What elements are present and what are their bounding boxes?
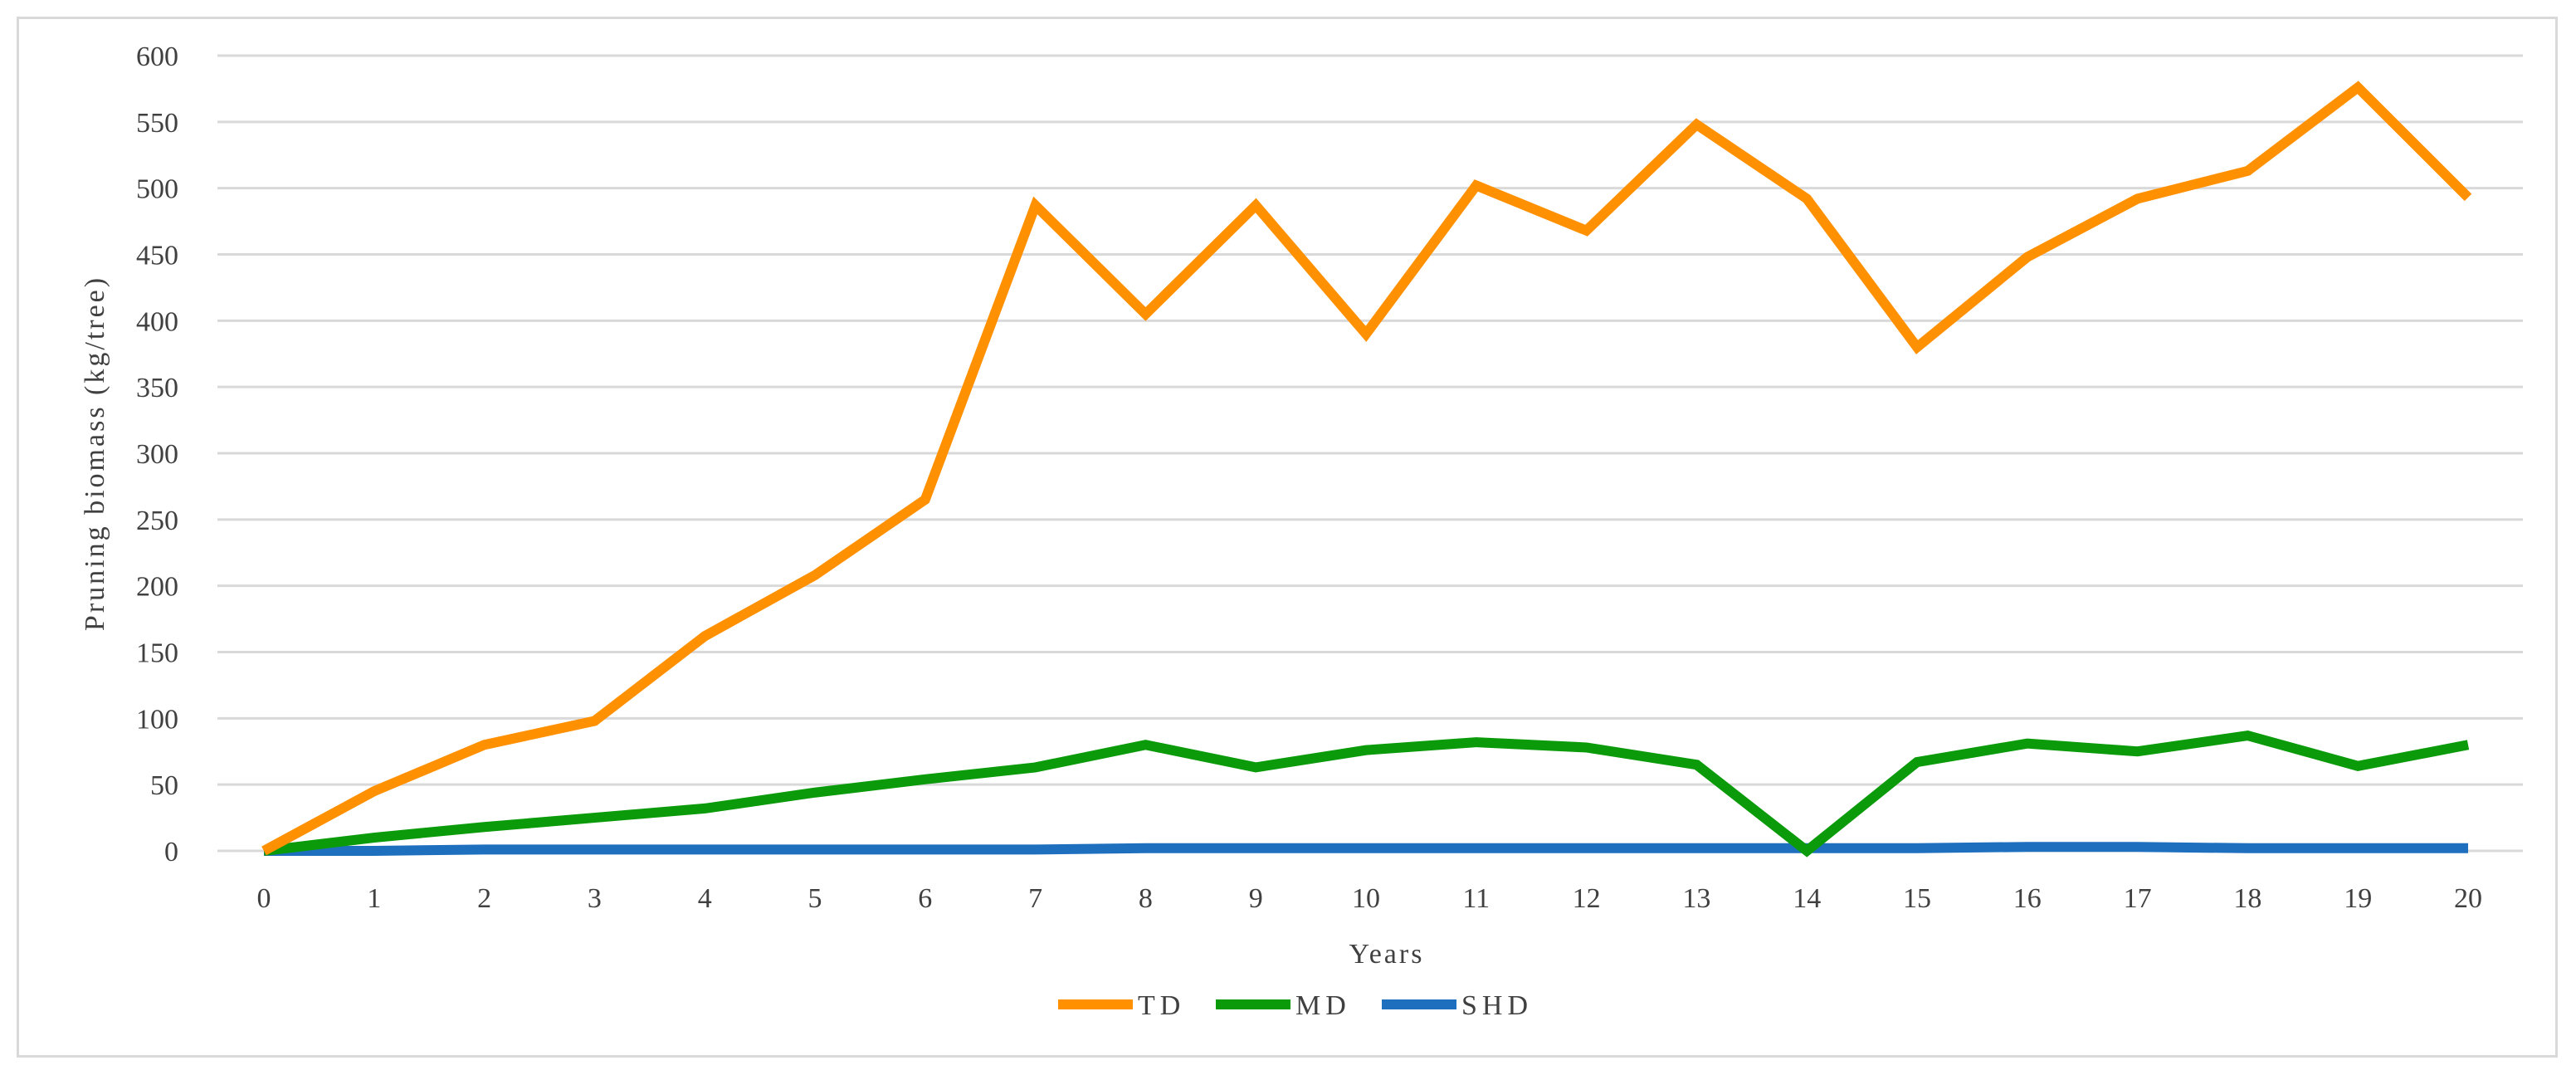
legend-label-td: TD [1138, 990, 1185, 1021]
x-tick-label: 11 [1462, 883, 1490, 914]
x-tick-label: 18 [2233, 883, 2261, 914]
y-tick-label: 150 [136, 638, 178, 669]
y-tick-label: 500 [136, 174, 178, 205]
x-tick-label: 1 [367, 883, 381, 914]
chart-frame [17, 17, 2558, 1058]
x-tick-label: 4 [698, 883, 712, 914]
series-line-shd [264, 842, 2468, 856]
series-line-td [261, 81, 2472, 856]
x-tick-label: 15 [1903, 883, 1931, 914]
y-tick-label: 600 [136, 42, 178, 72]
legend-label-shd: SHD [1461, 990, 1533, 1021]
x-tick-label: 5 [808, 883, 822, 914]
series-line-md [263, 730, 2470, 858]
x-axis-title: Years [1349, 939, 1425, 970]
x-tick-label: 2 [477, 883, 491, 914]
y-tick-label: 550 [136, 108, 178, 139]
x-tick-label: 3 [588, 883, 602, 914]
x-tick-label: 10 [1352, 883, 1380, 914]
series-lines [261, 81, 2472, 858]
x-tick-label: 6 [918, 883, 932, 914]
y-axis-ticks: 0 50 100 150 200 250 300 350 400 450 500 550 600 [136, 42, 178, 867]
y-tick-label: 450 [136, 241, 178, 271]
x-tick-label: 7 [1028, 883, 1042, 914]
y-axis-title: Pruning biomass (kg/tree) [80, 276, 110, 631]
y-tick-label: 50 [150, 770, 178, 801]
y-tick-label: 250 [136, 506, 178, 536]
x-tick-label: 13 [1682, 883, 1710, 914]
x-tick-label: 16 [2013, 883, 2042, 914]
y-tick-label: 200 [136, 572, 178, 603]
y-tick-label: 300 [136, 439, 178, 470]
x-tick-label: 9 [1249, 883, 1263, 914]
x-axis-ticks: 0 1 2 3 4 5 6 7 8 9 10 11 12 13 14 15 16 17 18 19 20 [257, 883, 2483, 914]
x-tick-label: 8 [1139, 883, 1153, 914]
legend: TD MD SHD [1058, 990, 1533, 1021]
x-tick-label: 17 [2124, 883, 2152, 914]
y-tick-label: 350 [136, 373, 178, 403]
x-tick-label: 0 [257, 883, 271, 914]
x-tick-label: 14 [1793, 883, 1821, 914]
y-tick-label: 400 [136, 306, 178, 337]
x-tick-label: 12 [1573, 883, 1601, 914]
x-tick-label: 19 [2344, 883, 2372, 914]
y-tick-label: 0 [164, 837, 178, 867]
legend-label-md: MD [1295, 990, 1351, 1021]
y-tick-label: 100 [136, 704, 178, 735]
x-tick-label: 20 [2454, 883, 2482, 914]
